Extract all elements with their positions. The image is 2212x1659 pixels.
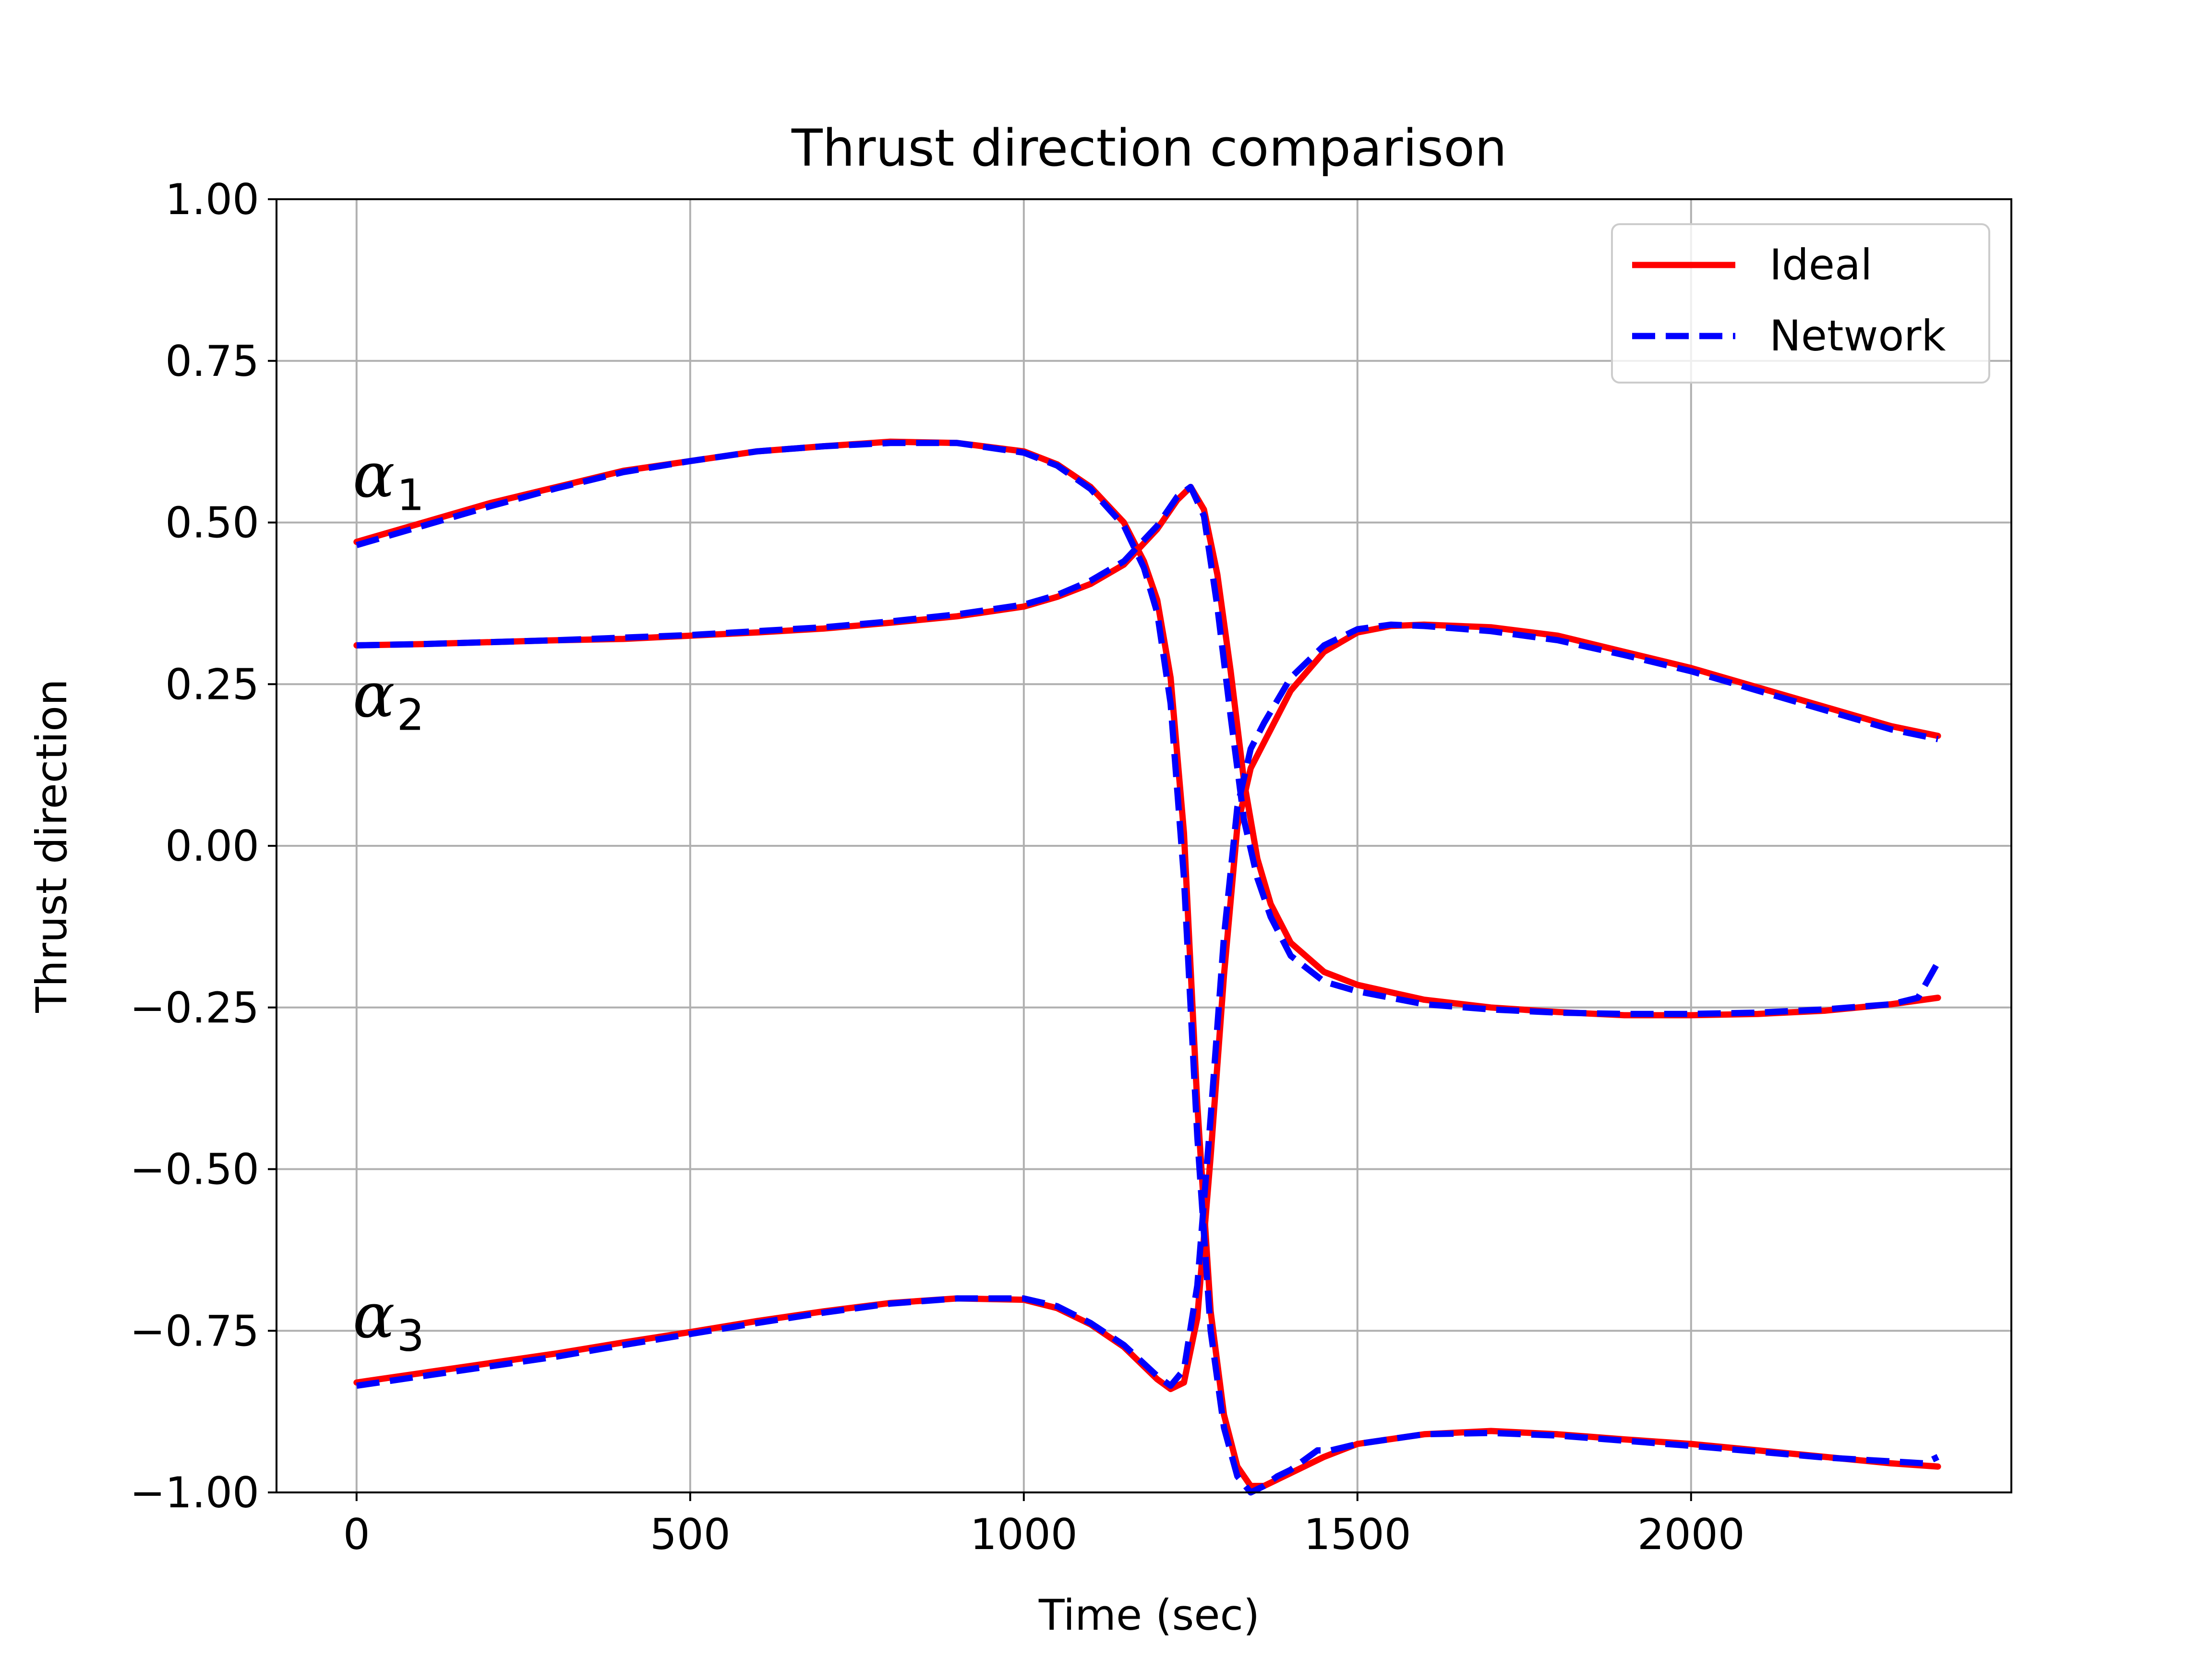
annotation-symbol: α: [353, 659, 395, 732]
y-axis-label: Thrust direction: [27, 679, 76, 1013]
y-tick-label: 0.75: [165, 337, 259, 386]
y-tick-label: −0.50: [130, 1145, 259, 1194]
y-tick-label: 1.00: [165, 175, 259, 224]
annotation-symbol: α: [353, 1279, 395, 1352]
chart-title: Thrust direction comparison: [791, 119, 1507, 178]
x-axis-label: Time (sec): [1038, 1590, 1260, 1640]
annotation-subscript: 1: [397, 470, 424, 521]
legend: Ideal Network: [1611, 223, 1990, 384]
y-axis-ticks: 1.00 0.75 0.50 0.25 0.00 −0.25 −0.50 −0.75 −1.00: [130, 175, 276, 1517]
x-axis-ticks: 0 500 1000 1500 2000: [343, 1492, 1745, 1559]
annotation-subscript: 2: [397, 690, 424, 741]
annotation-subscript: 3: [397, 1311, 424, 1361]
series-line-network-alpha3: [356, 621, 1939, 1389]
y-tick-label: 0.50: [165, 498, 259, 548]
plot-series: [353, 438, 1941, 1496]
x-tick-label: 2000: [1637, 1510, 1745, 1559]
y-tick-label: 0.25: [165, 660, 259, 709]
annotation-alpha-2: α2: [353, 659, 424, 741]
x-tick-label: 1500: [1304, 1510, 1411, 1559]
legend-label-ideal: Ideal: [1769, 240, 1872, 289]
y-tick-label: −1.00: [130, 1468, 259, 1517]
x-tick-label: 0: [343, 1510, 370, 1559]
annotation-symbol: α: [353, 439, 395, 512]
x-tick-label: 500: [650, 1510, 731, 1559]
series-line-network-alpha2: [356, 483, 1941, 1017]
annotation-alpha-3: α3: [353, 1279, 424, 1361]
annotation-alpha-1: α1: [353, 439, 424, 521]
y-tick-label: 0.00: [165, 821, 259, 871]
legend-label-network: Network: [1769, 311, 1946, 361]
x-tick-label: 1000: [970, 1510, 1078, 1559]
y-tick-label: −0.75: [130, 1306, 259, 1356]
series-line-network-alpha1: [355, 440, 1939, 1496]
y-tick-label: −0.25: [130, 983, 259, 1033]
